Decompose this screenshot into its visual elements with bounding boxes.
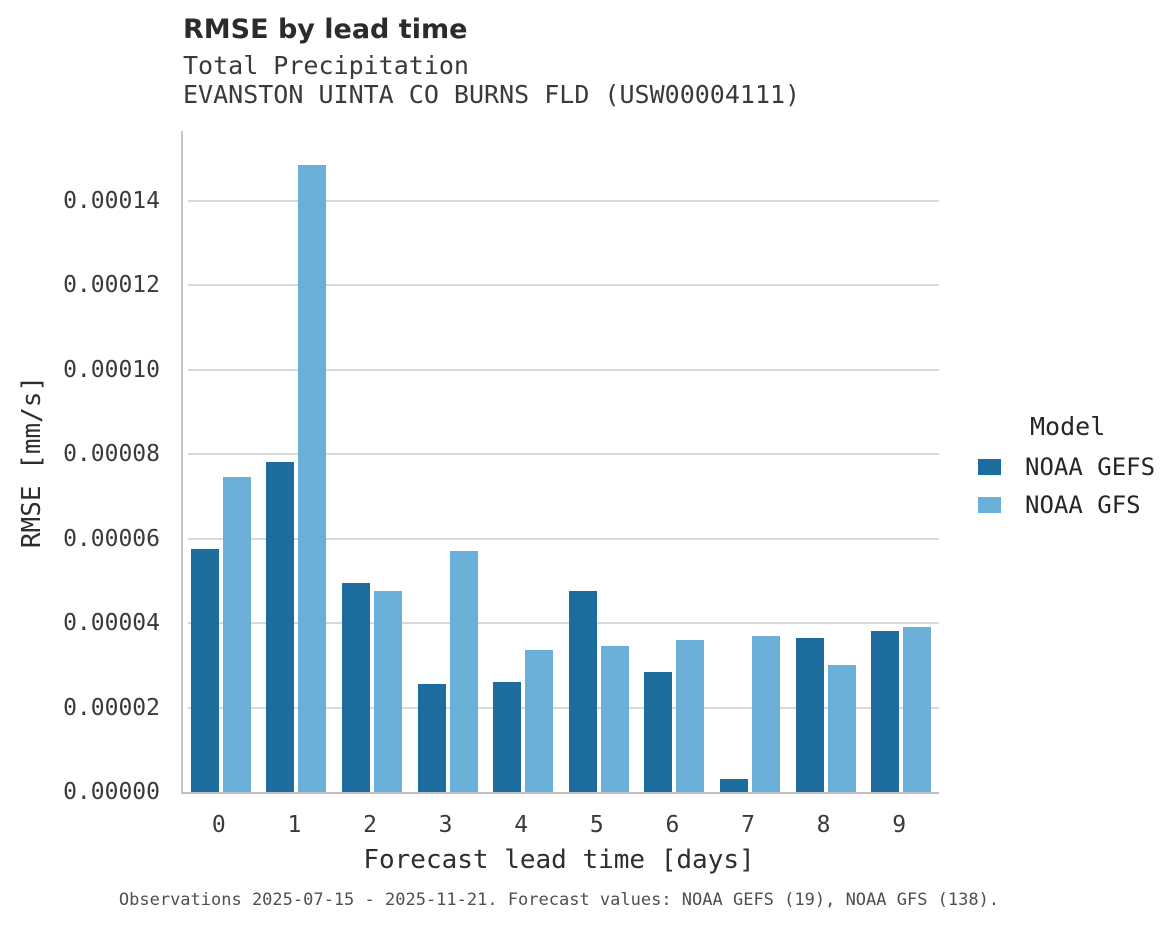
bar-noaa-gefs-day-9 [871,631,900,792]
x-tick-label-7: 7 [741,812,755,838]
legend-label-noaa-gfs: NOAA GFS [1025,491,1141,519]
bar-noaa-gfs-day-2 [374,591,402,792]
gridline-0.00014 [188,199,939,202]
bar-noaa-gefs-day-0 [190,549,219,792]
legend-title: Model [1030,412,1106,441]
y-tick-label-0.00000: 0.00000 [63,779,160,805]
y-tick-label-0.00002: 0.00002 [63,694,160,721]
legend-swatch-noaa-gfs [978,497,1001,513]
gridline-0.00004 [188,622,939,625]
legend: Model NOAA GEFS NOAA GFS [978,412,1155,529]
legend-entries: NOAA GEFS NOAA GFS [978,453,1155,519]
x-axis-label: Forecast lead time [days] [363,845,755,875]
y-tick-label-0.00006: 0.00006 [63,525,160,552]
gridline-0.00002 [188,706,939,709]
bar-noaa-gfs-day-4 [525,650,554,792]
y-tick-label-0.00008: 0.00008 [63,441,160,467]
x-tick-label-6: 6 [665,812,680,838]
legend-label-noaa-gefs: NOAA GEFS [1025,453,1156,481]
bar-noaa-gefs-day-1 [266,462,295,792]
bar-noaa-gefs-day-3 [417,684,446,792]
y-tick-label-0.00004: 0.00004 [63,610,160,636]
y-tick-label-0.00010: 0.00010 [63,356,160,383]
x-tick-label-4: 4 [514,812,529,838]
x-tick-label-9: 9 [892,812,907,838]
bar-noaa-gfs-day-5 [600,646,629,792]
bar-noaa-gefs-day-6 [644,671,673,792]
y-tick-label-0.00012: 0.00012 [63,272,160,298]
chart-caption: Observations 2025-07-15 - 2025-11-21. Fo… [118,890,1000,910]
bar-noaa-gefs-day-2 [342,582,370,792]
bar-noaa-gfs-day-8 [827,665,856,792]
x-tick-label-3: 3 [438,812,453,838]
bar-noaa-gfs-day-1 [298,164,327,792]
x-tick-label-0: 0 [211,812,226,838]
bar-noaa-gefs-day-5 [568,591,597,792]
gridline-0.00012 [188,284,939,287]
legend-swatch-noaa-gefs [978,459,1001,475]
bar-noaa-gfs-day-3 [449,551,478,792]
bar-noaa-gefs-day-4 [493,682,522,792]
x-tick-label-1: 1 [287,812,302,838]
chart-subtitle-variable: Total Precipitation [183,51,469,80]
chart-title: RMSE by lead time [183,14,468,45]
x-tick-label-8: 8 [816,812,831,838]
bar-noaa-gefs-day-7 [720,779,748,792]
bar-noaa-gfs-day-7 [752,635,780,792]
x-tick-label-5: 5 [589,812,604,838]
bar-noaa-gefs-day-8 [795,637,824,792]
gridline-0.00008 [188,453,939,456]
y-tick-label-0.00014: 0.00014 [63,187,160,214]
bar-noaa-gfs-day-0 [222,477,251,792]
legend-entry-noaa-gefs: NOAA GEFS [978,453,1155,481]
x-tick-label-2: 2 [363,812,377,838]
gridline-0.00010 [188,368,939,371]
chart-subtitle-station: EVANSTON UINTA CO BURNS FLD (USW00004111… [183,80,801,109]
legend-entry-noaa-gfs: NOAA GFS [978,491,1155,519]
plot-area [181,131,939,794]
bar-noaa-gfs-day-9 [903,627,932,792]
gridline-0.00006 [188,537,939,540]
y-axis-label: RMSE [mm/s] [17,375,47,549]
bar-noaa-gfs-day-6 [676,639,705,792]
